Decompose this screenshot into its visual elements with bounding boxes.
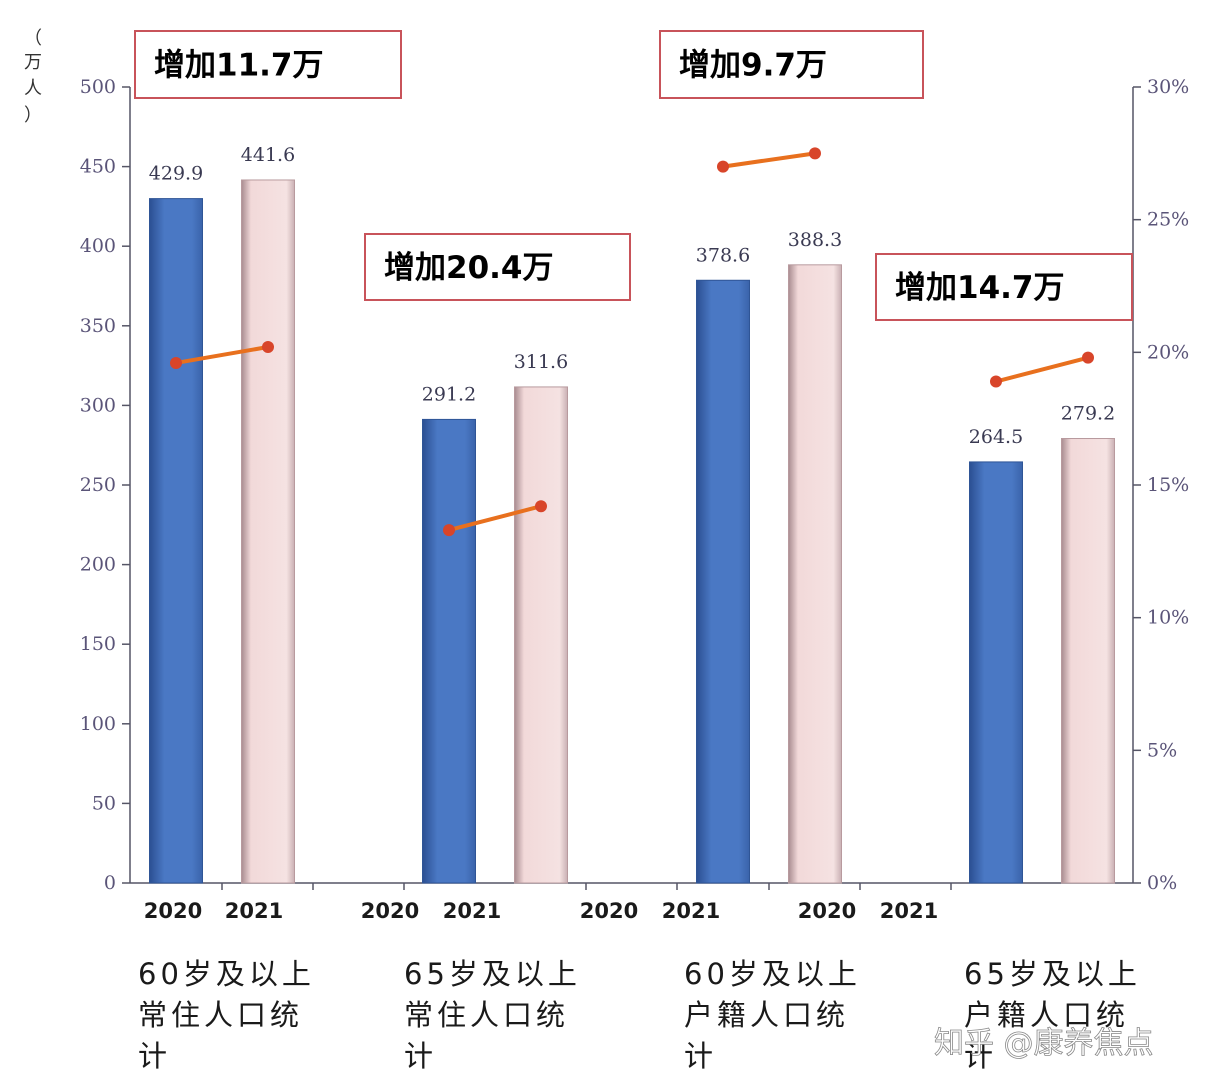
group-label-line: 60岁及以上	[138, 957, 315, 991]
callout-text: 增加14.7万	[895, 270, 1065, 306]
data-label: 429.9	[149, 163, 203, 185]
ratio-point	[443, 524, 455, 537]
callout-text: 增加20.4万	[384, 250, 554, 286]
left-tick-label: 350	[80, 315, 116, 337]
callout-box	[364, 233, 631, 301]
callout-text: 增加9.7万	[679, 48, 827, 84]
right-tick-label: 0%	[1147, 872, 1177, 894]
left-tick-label: 400	[80, 235, 116, 257]
data-label: 311.6	[514, 351, 568, 373]
right-tick-label: 15%	[1147, 474, 1189, 496]
left-tick-label: 50	[92, 792, 116, 814]
right-tick-label: 5%	[1147, 739, 1177, 761]
ratio-point	[170, 356, 182, 369]
group-label-line: 计	[138, 1039, 171, 1073]
ratio-point	[990, 375, 1002, 388]
unit-label-char: 人	[24, 78, 42, 99]
left-tick-label: 0	[104, 872, 116, 894]
data-label: 441.6	[241, 144, 295, 166]
group-label-line: 65岁及以上	[404, 957, 581, 991]
ratio-line	[721, 151, 817, 169]
unit-label-char: （	[24, 28, 42, 49]
left-tick-label: 450	[80, 156, 116, 178]
left-tick-label: 200	[80, 554, 116, 576]
callout-box	[659, 30, 924, 99]
bar-2020	[696, 279, 750, 884]
group-label-line: 计	[964, 1039, 997, 1073]
ratio-line	[174, 345, 270, 365]
right-tick-label: 25%	[1147, 209, 1189, 231]
left-tick-label: 150	[80, 633, 116, 655]
ratio-point	[535, 500, 547, 513]
data-label: 388.3	[788, 229, 842, 251]
bar-2020	[969, 461, 1023, 884]
group-label-line: 常住人口统	[404, 998, 569, 1032]
data-label: 291.2	[422, 383, 476, 405]
callout-text: 增加11.7万	[154, 48, 324, 84]
left-tick-label: 500	[80, 76, 116, 98]
bar-2021	[241, 179, 295, 884]
group-label-line: 常住人口统	[138, 998, 303, 1032]
ratio-point	[1082, 351, 1094, 364]
ratio-point	[809, 147, 821, 160]
left-tick-label: 250	[80, 474, 116, 496]
data-label: 279.2	[1061, 403, 1115, 425]
group-label-line: 65岁及以上	[964, 957, 1141, 991]
x-year-label: 2020	[144, 899, 202, 923]
x-year-label: 2021	[880, 899, 938, 923]
right-tick-label: 30%	[1147, 76, 1189, 98]
x-year-label: 2021	[225, 899, 283, 923]
x-year-label: 2021	[443, 899, 501, 923]
callout-box	[875, 253, 1133, 321]
ratio-point	[262, 341, 274, 354]
bar-2021	[1061, 438, 1115, 884]
group-label-line: 户籍人口统	[684, 998, 849, 1032]
bar-2021	[514, 386, 568, 884]
bar-2020	[149, 198, 203, 884]
right-tick-label: 10%	[1147, 607, 1189, 629]
group-label-line: 户籍人口统	[964, 998, 1129, 1032]
x-year-label: 2020	[798, 899, 856, 923]
x-year-label: 2021	[662, 899, 720, 923]
bar-2021	[788, 264, 842, 884]
ratio-line	[994, 355, 1090, 384]
right-tick-label: 20%	[1147, 341, 1189, 363]
group-label-line: 计	[404, 1039, 437, 1073]
data-label: 378.6	[696, 244, 750, 266]
ratio-line	[447, 504, 543, 533]
x-year-label: 2020	[580, 899, 638, 923]
group-label-line: 计	[684, 1039, 717, 1073]
watermark: 知乎 @康养焦点	[934, 1026, 1154, 1061]
x-year-label: 2020	[361, 899, 419, 923]
left-tick-label: 300	[80, 394, 116, 416]
unit-label-char: 万	[24, 52, 42, 73]
bar-2020	[422, 418, 476, 884]
data-label: 264.5	[969, 426, 1023, 448]
unit-label-char: ）	[24, 105, 42, 126]
group-label-line: 60岁及以上	[684, 957, 861, 991]
callout-box	[134, 30, 402, 99]
ratio-point	[717, 160, 729, 173]
left-tick-label: 100	[80, 713, 116, 735]
